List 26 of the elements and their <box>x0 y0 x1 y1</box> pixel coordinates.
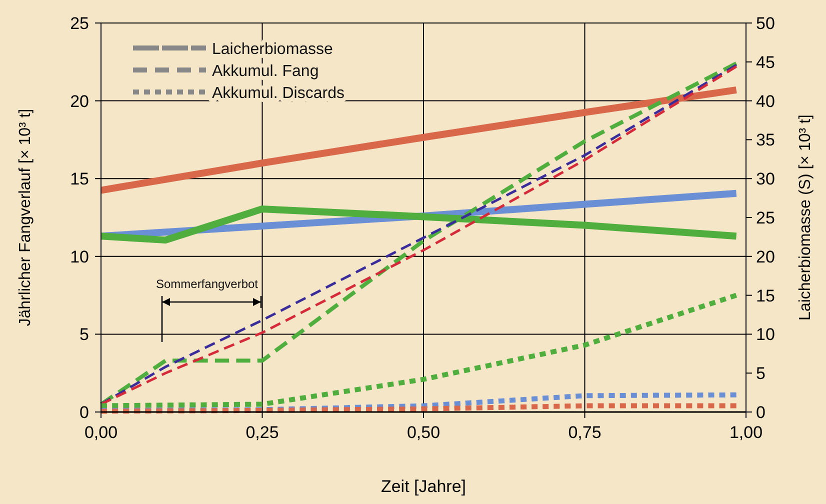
x-tick-label: 0,75 <box>568 423 602 442</box>
x-tick-label: 0,50 <box>406 423 440 442</box>
y-tick-label: 15 <box>70 170 89 189</box>
y-axis-title: Jährlicher Fangverlauf [× 10³ t] <box>17 108 34 326</box>
y2-tick-label: 25 <box>756 208 775 228</box>
y2-tick-label: 35 <box>756 130 775 150</box>
y-tick-label: 25 <box>70 14 89 33</box>
y-tick-label: 0 <box>80 403 89 422</box>
y2-tick-label: 20 <box>756 247 775 266</box>
y2-tick-label: 45 <box>756 52 775 72</box>
x-tick-label: 1,00 <box>729 423 763 442</box>
y2-axis-title: Laicherbiomasse (S) [× 10³ t] <box>797 114 814 320</box>
y-tick-label: 10 <box>70 247 89 266</box>
y-tick-label: 5 <box>80 325 89 344</box>
y2-tick-label: 0 <box>756 403 766 422</box>
y2-tick-label: 30 <box>756 170 775 189</box>
x-axis-title: Zeit [Jahre] <box>380 477 466 496</box>
y-tick-label: 20 <box>70 92 89 111</box>
annotation: Sommerfangverbot <box>156 277 259 291</box>
y2-tick-label: 5 <box>756 364 766 384</box>
y2-tick-label: 10 <box>756 325 775 344</box>
y2-tick-label: 50 <box>756 14 775 33</box>
y2-tick-label: 15 <box>756 286 775 306</box>
x-tick-label: 0,25 <box>246 423 279 442</box>
y2-tick-label: 40 <box>756 92 775 111</box>
x-tick-label: 0,00 <box>84 423 118 442</box>
